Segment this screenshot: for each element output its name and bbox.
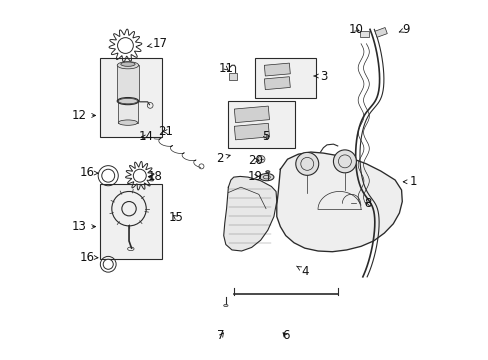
Text: 9: 9 — [398, 23, 409, 36]
Ellipse shape — [121, 62, 135, 66]
Text: 17: 17 — [147, 37, 167, 50]
Text: 1: 1 — [403, 175, 417, 188]
Text: 16: 16 — [79, 251, 98, 264]
Circle shape — [102, 169, 115, 182]
Bar — [255, 58, 316, 98]
Text: 20: 20 — [247, 154, 262, 167]
Text: 18: 18 — [147, 170, 162, 183]
Polygon shape — [223, 176, 276, 251]
Circle shape — [295, 152, 318, 175]
Bar — [118, 101, 137, 123]
Text: 19: 19 — [247, 170, 262, 183]
Text: 8: 8 — [364, 197, 371, 210]
Ellipse shape — [117, 98, 139, 105]
Bar — [229, 73, 236, 80]
Ellipse shape — [118, 98, 137, 104]
Text: 14: 14 — [138, 130, 153, 144]
Bar — [264, 77, 290, 90]
Text: 6: 6 — [282, 329, 289, 342]
Bar — [227, 101, 294, 148]
Text: 13: 13 — [72, 220, 95, 233]
Ellipse shape — [117, 62, 139, 69]
Circle shape — [333, 150, 356, 173]
Text: 4: 4 — [296, 265, 308, 278]
Ellipse shape — [265, 171, 269, 173]
Text: 11: 11 — [219, 62, 234, 75]
Text: 15: 15 — [168, 211, 183, 224]
Bar — [359, 31, 368, 37]
Text: 7: 7 — [217, 329, 224, 342]
Bar — [234, 123, 269, 140]
Bar — [264, 63, 290, 76]
Bar — [117, 65, 139, 101]
Circle shape — [103, 259, 113, 269]
Polygon shape — [276, 152, 402, 252]
Ellipse shape — [118, 120, 137, 125]
Text: 21: 21 — [158, 125, 173, 138]
Bar — [234, 106, 269, 123]
Text: 5: 5 — [262, 130, 269, 144]
Ellipse shape — [223, 305, 227, 307]
Bar — [374, 27, 386, 37]
Ellipse shape — [259, 174, 273, 181]
Text: 16: 16 — [79, 166, 98, 179]
Text: 2: 2 — [215, 152, 230, 165]
Text: 12: 12 — [72, 109, 95, 122]
Text: 3: 3 — [313, 69, 326, 82]
Bar — [100, 184, 162, 259]
Text: 10: 10 — [347, 23, 363, 36]
Bar — [100, 58, 162, 137]
Circle shape — [257, 156, 264, 163]
